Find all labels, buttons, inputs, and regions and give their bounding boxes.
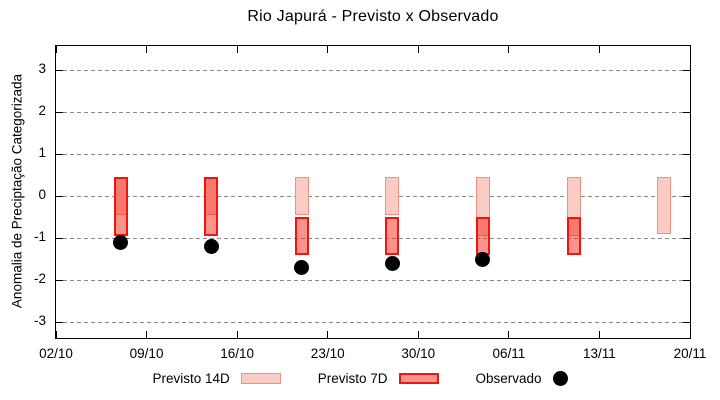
legend-key-observado-dot [552,371,568,386]
x-tick-mark-bottom [327,331,329,338]
x-tick-label: 30/10 [401,346,436,361]
y-tick-mark-right [683,195,690,197]
observado-point [113,234,129,250]
bar-previsto-7d [204,177,219,236]
x-tick-mark-top [417,46,419,53]
y-tick-label: -3 [33,313,46,328]
legend-item-observado: Observado [476,371,568,386]
x-tick-label: 16/10 [220,346,255,361]
gridline [56,195,690,197]
chart-title: Rio Japurá - Previsto x Observado [247,8,499,25]
bar-previsto-7d [475,217,490,255]
x-tick-mark-bottom [55,331,57,338]
gridline [56,69,690,71]
x-tick-mark-top [327,46,329,53]
x-tick-label: 23/10 [310,346,345,361]
y-tick-mark-right [683,111,690,113]
y-tick-label: 2 [38,103,46,118]
x-tick-mark-bottom [236,331,238,338]
gridline [56,111,690,113]
x-tick-mark-top [598,46,600,53]
gridline [56,279,690,281]
y-tick-label: -2 [33,271,46,286]
x-tick-mark-top [55,46,57,53]
legend-label-previsto-14d: Previsto 14D [152,371,230,386]
y-tick-mark-left [56,69,63,71]
bar-previsto-14d [294,177,309,215]
bar-previsto-7d [294,217,309,255]
observado-point [294,259,310,275]
bar-previsto-7d [113,177,128,236]
legend-label-previsto-7d: Previsto 7D [317,371,388,386]
observado-point [475,251,491,267]
x-tick-mark-bottom [417,331,419,338]
gridline [56,237,690,239]
y-tick-mark-left [56,195,63,197]
bar-previsto-7d [566,217,581,255]
observado-point [203,238,219,254]
x-tick-label: 09/10 [129,346,164,361]
bar-previsto-14d [657,177,672,234]
y-tick-mark-right [683,153,690,155]
y-tick-label: 0 [38,187,46,202]
x-tick-label: 20/11 [673,346,707,361]
gridline [56,321,690,323]
x-tick-label: 02/10 [39,346,73,361]
y-tick-label: 3 [38,61,46,76]
y-tick-mark-right [683,321,690,323]
x-tick-mark-bottom [689,331,691,338]
y-tick-mark-left [56,321,63,323]
x-tick-label: 13/11 [583,346,616,361]
x-tick-mark-bottom [146,331,148,338]
y-tick-mark-left [56,111,63,113]
bar-previsto-14d [385,177,400,215]
y-tick-mark-right [683,69,690,71]
x-tick-mark-top [689,46,691,53]
x-tick-mark-top [236,46,238,53]
y-tick-label: -1 [33,229,46,244]
y-tick-mark-left [56,153,63,155]
x-tick-mark-bottom [598,331,600,338]
legend-swatch-previsto-7d-box [398,373,439,384]
legend-item-previsto-14d: Previsto 14D [152,371,281,386]
gridline [56,153,690,155]
y-tick-mark-left [56,237,63,239]
legend-swatch-previsto-14d-box [240,373,281,384]
x-tick-mark-top [508,46,510,53]
y-tick-label: 1 [38,145,46,160]
x-tick-label: 06/11 [492,346,526,361]
observado-point [384,255,400,271]
x-tick-mark-bottom [508,331,510,338]
bar-previsto-7d [385,217,400,255]
legend-item-previsto-7d: Previsto 7D [318,371,439,386]
plot-area [55,45,691,339]
y-tick-mark-right [683,237,690,239]
x-tick-mark-top [146,46,148,53]
legend: Previsto 14D Previsto 7D Observado [0,371,720,386]
y-tick-mark-right [683,279,690,281]
legend-label-observado: Observado [475,371,542,386]
y-tick-mark-left [56,279,63,281]
